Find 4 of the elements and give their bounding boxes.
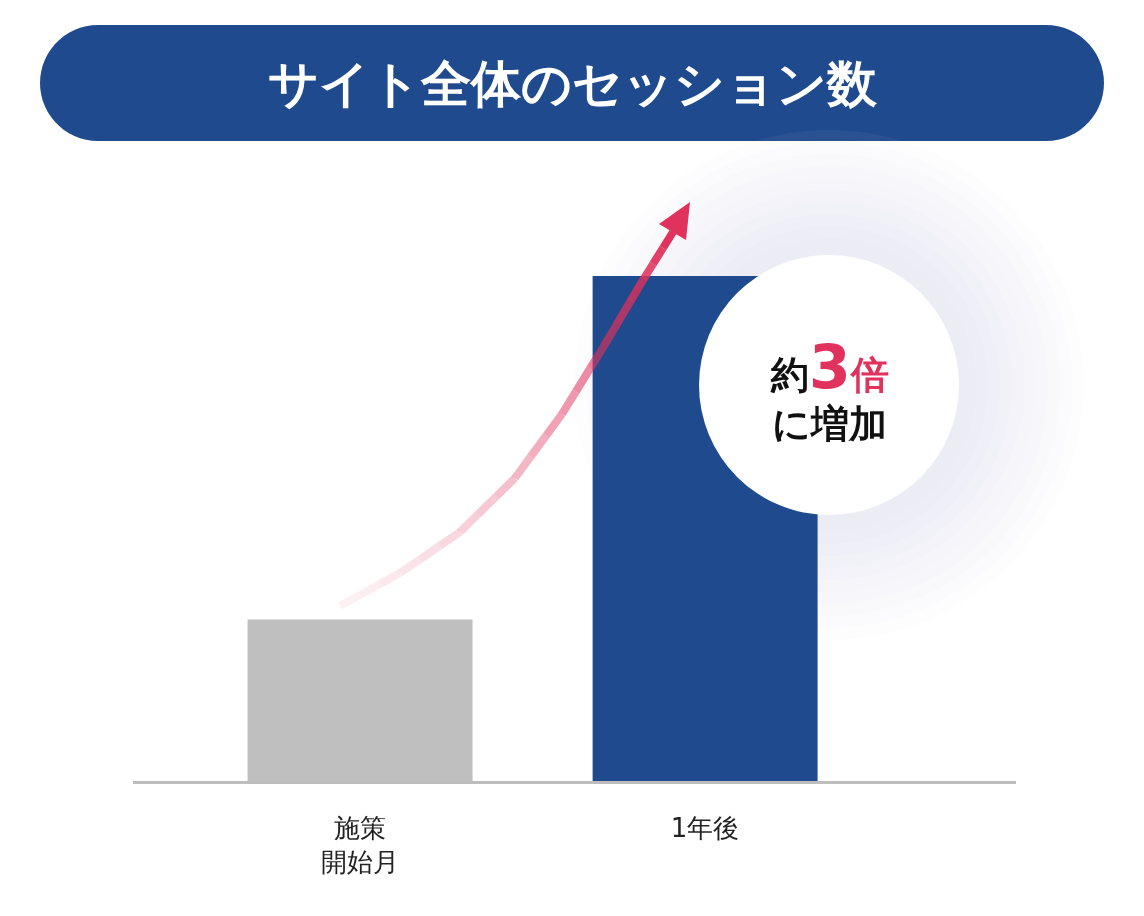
annotation: 約3倍に増加 — [770, 332, 889, 447]
chart-title: サイト全体のセッション数 — [267, 54, 878, 113]
x-tick-label: 施策開始月 — [321, 812, 400, 877]
x-tick-label: 1年後 — [670, 812, 740, 843]
